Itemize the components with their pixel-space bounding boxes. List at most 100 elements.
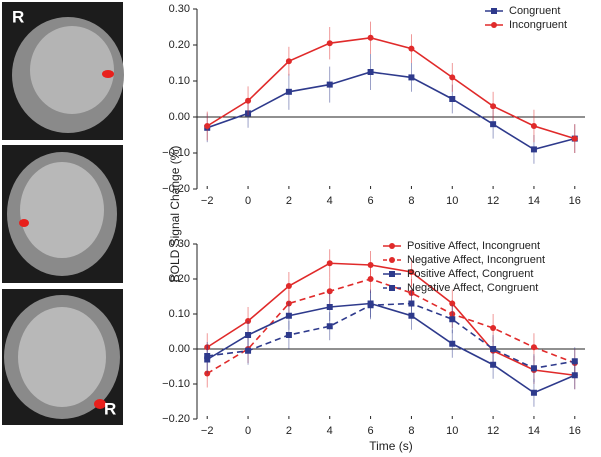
marker bbox=[204, 353, 211, 359]
marker bbox=[326, 323, 333, 330]
x-tick-label: 12 bbox=[487, 195, 499, 207]
marker bbox=[491, 8, 497, 14]
x-tick-label: 10 bbox=[446, 425, 458, 437]
marker bbox=[389, 285, 395, 291]
brain-shape bbox=[30, 26, 114, 114]
series-line bbox=[206, 36, 576, 140]
image-label: R bbox=[104, 399, 116, 418]
legend-label: Positive Affect, Incongruent bbox=[407, 240, 540, 252]
brain-shape bbox=[18, 307, 106, 407]
marker bbox=[490, 361, 497, 368]
marker bbox=[490, 121, 497, 128]
x-tick-label: 12 bbox=[487, 425, 499, 437]
y-tick-label: 0.10 bbox=[169, 75, 190, 87]
marker bbox=[326, 81, 333, 88]
marker bbox=[449, 96, 456, 102]
marker bbox=[245, 97, 252, 104]
x-tick-label: 0 bbox=[245, 425, 251, 437]
marker bbox=[326, 40, 333, 47]
y-axis-label: BOLD Signal Change (%) bbox=[168, 146, 182, 283]
marker bbox=[408, 45, 415, 52]
x-tick-label: 0 bbox=[245, 195, 251, 207]
legend-label: Negative Affect, Congruent bbox=[407, 282, 538, 294]
marker bbox=[285, 88, 292, 95]
activation-blob bbox=[102, 70, 114, 78]
marker bbox=[285, 58, 292, 65]
x-tick-label: 14 bbox=[528, 195, 540, 207]
legend-label: Negative Affect, Incongruent bbox=[407, 254, 545, 266]
x-tick-label: 6 bbox=[368, 195, 374, 207]
marker bbox=[285, 312, 292, 319]
marker bbox=[367, 276, 374, 282]
marker bbox=[367, 34, 374, 41]
y-tick-label: 0.20 bbox=[169, 273, 190, 285]
marker bbox=[449, 74, 456, 81]
marker bbox=[449, 316, 456, 323]
x-tick-label: 4 bbox=[327, 195, 333, 207]
y-tick-label: −0.20 bbox=[162, 413, 190, 425]
x-tick-label: −2 bbox=[201, 195, 214, 207]
legend-label: Congruent bbox=[509, 5, 560, 17]
marker bbox=[204, 123, 211, 129]
marker bbox=[490, 346, 497, 352]
legend-label: Positive Affect, Congruent bbox=[407, 268, 533, 280]
x-tick-label: 14 bbox=[528, 425, 540, 437]
y-tick-label: 0.30 bbox=[169, 238, 190, 250]
marker bbox=[245, 347, 252, 354]
marker bbox=[245, 332, 252, 338]
series-line bbox=[207, 302, 575, 370]
x-tick-label: 2 bbox=[286, 195, 292, 207]
marker bbox=[389, 257, 395, 263]
series-line bbox=[206, 262, 575, 377]
x-tick-label: −2 bbox=[201, 425, 214, 437]
x-tick-label: 8 bbox=[408, 425, 414, 437]
marker bbox=[389, 243, 395, 249]
marker bbox=[326, 288, 333, 295]
brain-images: R R bbox=[2, 2, 124, 425]
marker bbox=[490, 325, 497, 331]
x-tick-label: 6 bbox=[368, 425, 374, 437]
marker bbox=[367, 69, 374, 75]
activation-blob bbox=[19, 219, 29, 227]
marker bbox=[326, 304, 333, 310]
legend-label: Incongruent bbox=[509, 19, 567, 31]
marker bbox=[490, 103, 497, 110]
x-tick-label: 10 bbox=[446, 195, 458, 207]
y-tick-label: 0.30 bbox=[169, 3, 190, 15]
image-label: R bbox=[12, 7, 24, 26]
marker bbox=[408, 300, 415, 307]
marker bbox=[530, 365, 537, 372]
marker bbox=[408, 269, 415, 275]
marker bbox=[491, 22, 497, 28]
activation-blob bbox=[94, 399, 106, 409]
marker bbox=[571, 358, 578, 365]
x-tick-label: 4 bbox=[327, 425, 333, 437]
marker bbox=[530, 389, 537, 396]
marker bbox=[530, 123, 537, 129]
marker bbox=[326, 260, 333, 267]
y-tick-label: −0.20 bbox=[162, 183, 190, 195]
y-tick-label: −0.10 bbox=[162, 378, 190, 390]
series-line bbox=[206, 71, 575, 151]
marker bbox=[389, 271, 395, 277]
y-tick-label: 0.00 bbox=[169, 111, 190, 123]
marker bbox=[449, 340, 456, 347]
marker bbox=[571, 135, 578, 142]
marker bbox=[367, 302, 374, 309]
marker bbox=[530, 344, 537, 351]
series-line bbox=[206, 302, 576, 394]
marker bbox=[408, 74, 415, 81]
x-tick-label: 2 bbox=[286, 425, 292, 437]
x-tick-label: 8 bbox=[408, 195, 414, 207]
x-tick-label: 16 bbox=[569, 195, 581, 207]
y-tick-label: 0.10 bbox=[169, 308, 190, 320]
marker bbox=[285, 283, 292, 289]
marker bbox=[530, 146, 537, 153]
brain-shape bbox=[20, 162, 104, 258]
marker bbox=[285, 332, 292, 338]
x-tick-label: 16 bbox=[569, 425, 581, 437]
y-tick-label: −0.10 bbox=[162, 147, 190, 159]
y-tick-label: 0.00 bbox=[169, 343, 190, 355]
